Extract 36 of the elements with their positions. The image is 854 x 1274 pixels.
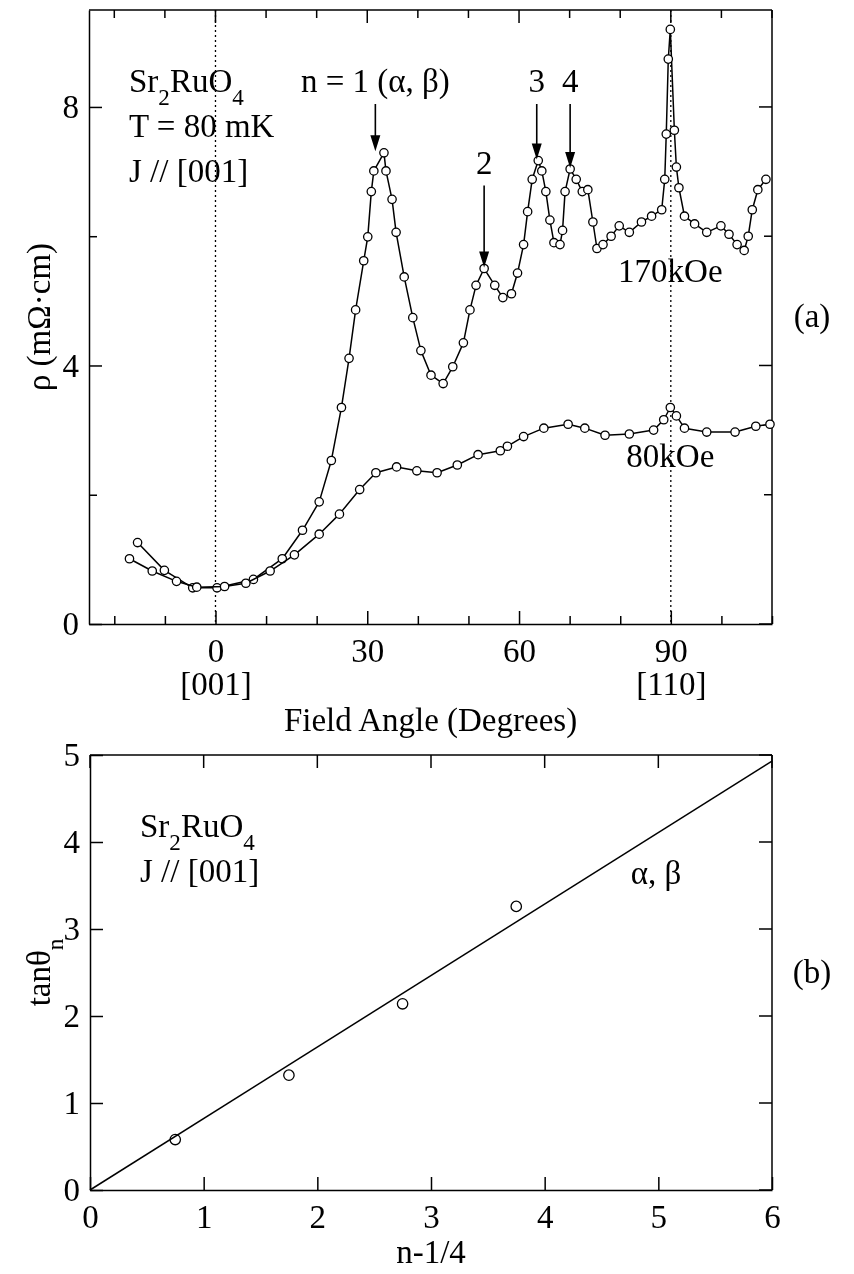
x-axis-title: Field Angle (Degrees) [283,702,578,739]
x-tick-label: 60 [503,633,537,670]
x-tick-label: 6 [764,1199,781,1236]
annotation: J // [001] [140,853,260,889]
y-tick-label: 0 [62,606,79,643]
series-label: α, β [630,855,682,891]
text: (a) [793,298,831,335]
x-tick-label: 2 [309,1199,327,1236]
x-tick-label: 4 [536,1199,554,1236]
y-axis-title: ρ (mΩ·cm) [21,242,58,392]
annotation: 3 [528,63,545,99]
series-label: 80kOe [626,438,715,475]
annotation: 4 [561,63,579,99]
annotation: T = 80 mK [129,108,275,144]
annotation: J // [001] [129,153,249,189]
annotation: n = 1 (α, β) [300,63,450,100]
x-tick-label: 3 [423,1199,440,1236]
text: (b) [792,953,832,991]
annotation: 2 [475,144,493,181]
x-tick-label: 5 [650,1199,668,1236]
x-tick-label: 0 [001] [180,633,252,703]
y-tick-label: 1 [63,1085,80,1122]
y-tick-label: 4 [62,347,79,384]
y-tick-label: 4 [63,824,80,861]
annotation: Sr$_{2}$RuO$_{4}$ [140,808,256,855]
y-tick-label: 2 [63,998,80,1035]
x-tick-label: 30 [351,633,385,670]
series-label: 170kOe [618,253,723,290]
y-tick-label: 8 [62,89,79,126]
y-tick-label: 5 [63,737,80,774]
x-tick-label: 1 [195,1199,213,1236]
y-tick-label: 3 [63,911,80,948]
annotation: Sr$_{2}$RuO$_{4}$ [129,63,245,110]
y-tick-label: 0 [63,1172,80,1209]
x-axis-title: n-1/4 [396,1234,466,1270]
x-tick-label: 90 [110] [636,633,707,703]
